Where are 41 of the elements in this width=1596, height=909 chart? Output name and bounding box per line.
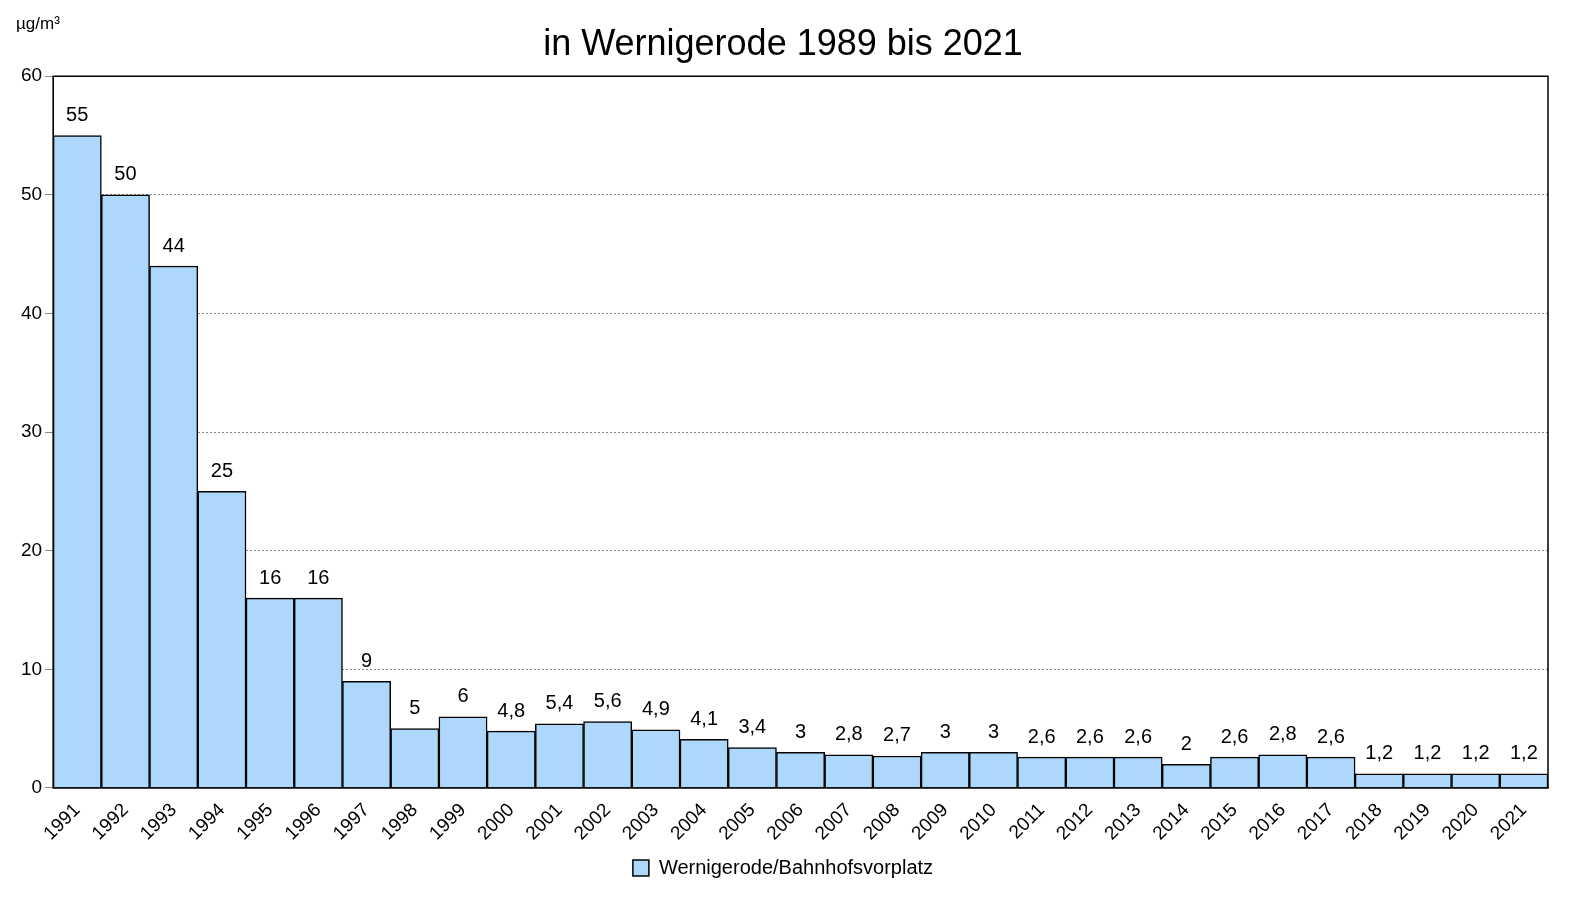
data-label: 16 — [307, 565, 330, 588]
data-label: 16 — [259, 565, 282, 588]
chart-title: in Wernigerode 1989 bis 2021 — [543, 21, 1023, 63]
y-tick-label: 40 — [20, 301, 43, 323]
y-axis-title: µg/m³ — [16, 14, 61, 34]
y-tick-label: 30 — [20, 420, 43, 442]
data-label: 4,1 — [690, 706, 719, 729]
data-label: 9 — [361, 648, 373, 671]
data-label: 3 — [939, 719, 951, 742]
y-tick-label: 60 — [20, 64, 43, 86]
data-label: 2,6 — [1317, 724, 1345, 747]
data-label: 2,6 — [1027, 724, 1056, 747]
data-label: 55 — [66, 103, 89, 126]
data-label: 3,4 — [738, 715, 767, 738]
data-label: 2,6 — [1075, 724, 1104, 747]
data-label: 2 — [1180, 731, 1192, 754]
data-label: 2,6 — [1124, 724, 1153, 747]
data-label: 5,6 — [593, 689, 622, 712]
data-label: 5,4 — [545, 691, 574, 714]
y-tick-label: 20 — [20, 538, 43, 560]
data-label: 4,8 — [497, 698, 526, 721]
data-label: 6 — [457, 684, 469, 707]
data-label: 4,9 — [642, 697, 670, 720]
data-label: 2,7 — [883, 723, 911, 746]
data-label: 1,2 — [1509, 741, 1538, 764]
legend-label: Wernigerode/Bahnhofsvorplatz — [658, 855, 934, 878]
data-label: 1,2 — [1413, 741, 1442, 764]
y-tick-label: 10 — [20, 657, 43, 679]
data-label: 2,8 — [834, 722, 863, 745]
data-label: 44 — [162, 233, 185, 256]
data-label: 2,6 — [1220, 724, 1249, 747]
data-label: 3 — [987, 719, 1000, 742]
data-label: 1,2 — [1461, 741, 1490, 764]
y-tick-label: 0 — [31, 776, 43, 798]
data-label: 25 — [210, 458, 234, 481]
data-label: 2,8 — [1268, 722, 1297, 745]
data-label: 3 — [795, 719, 807, 742]
data-label: 5 — [409, 696, 421, 719]
data-label: 50 — [114, 162, 137, 185]
y-tick-label: 50 — [20, 183, 43, 205]
data-label: 1,2 — [1365, 741, 1394, 764]
